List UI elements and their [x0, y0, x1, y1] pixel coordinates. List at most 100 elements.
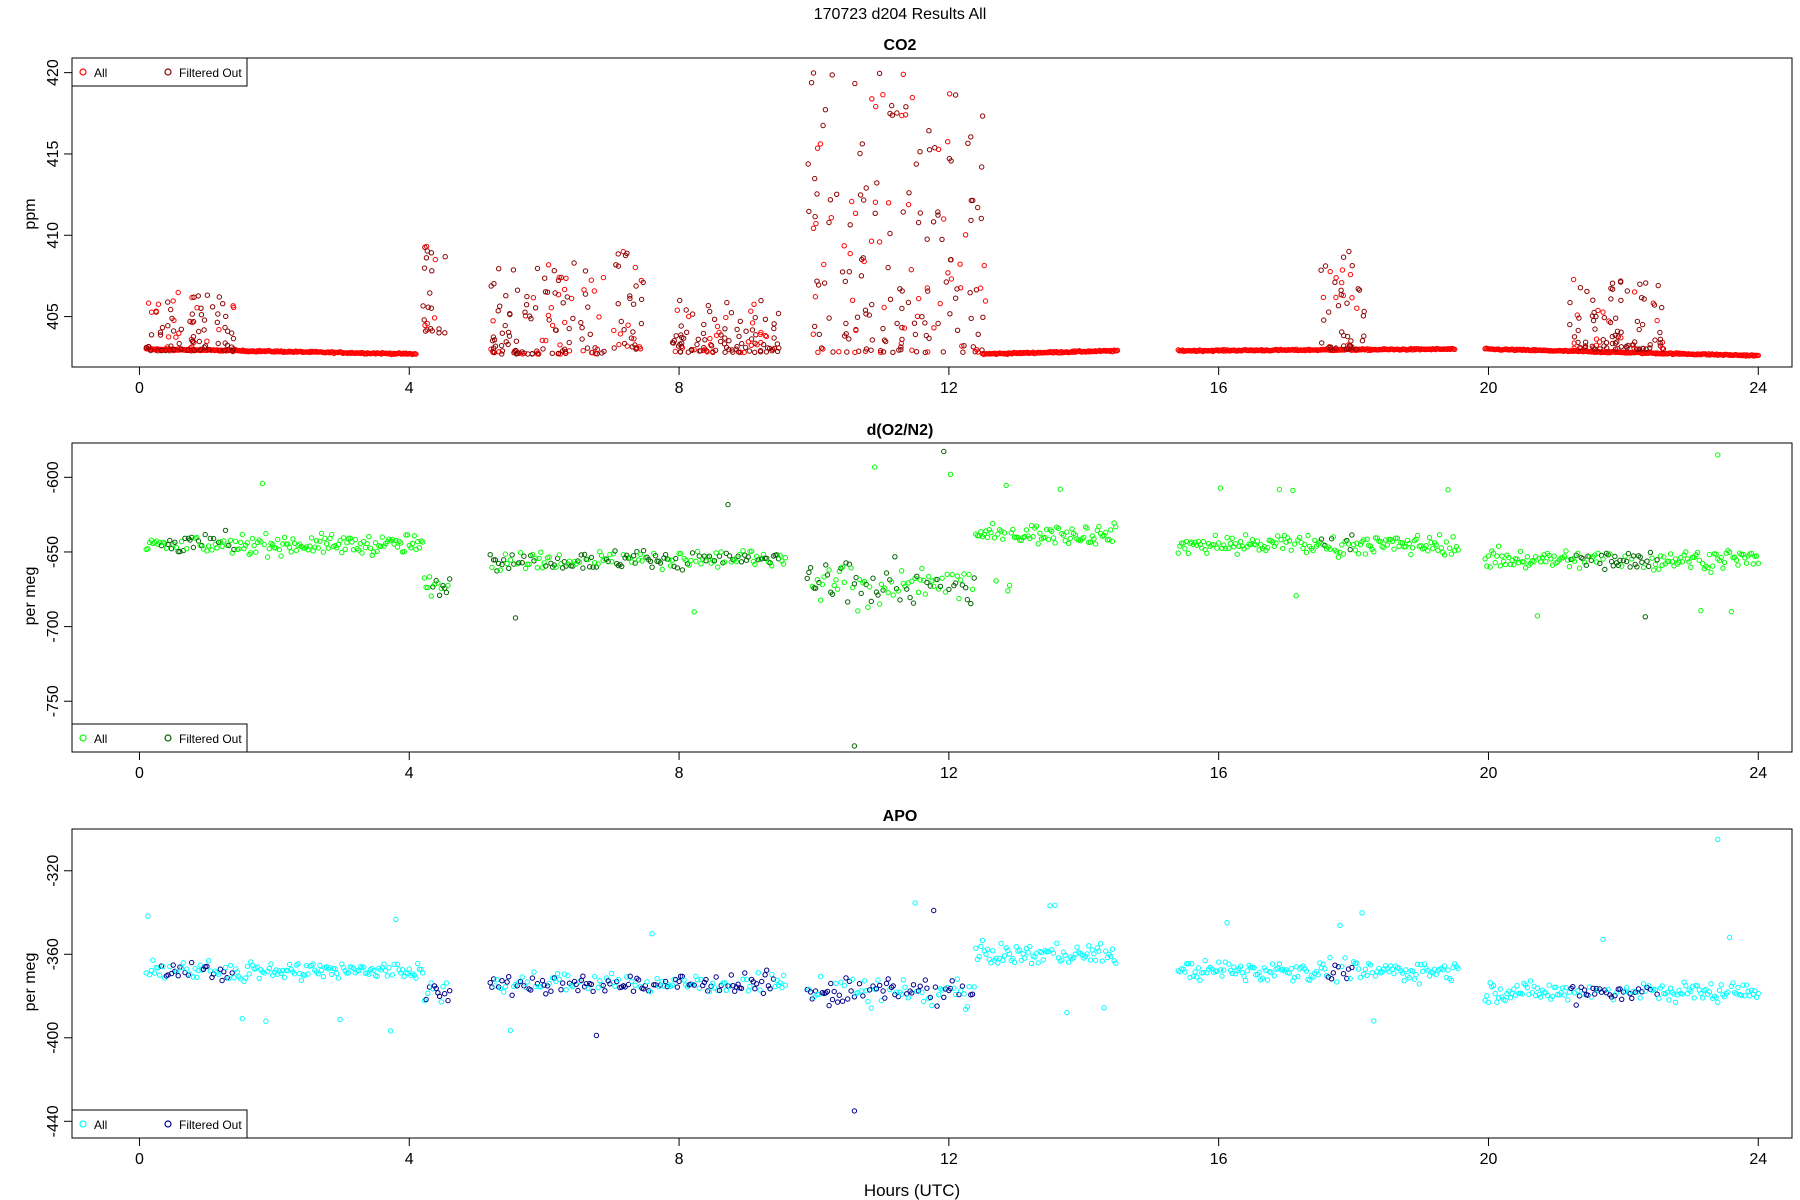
apo-point	[295, 961, 301, 967]
apo-point	[1086, 943, 1092, 949]
apo-point	[1492, 990, 1498, 997]
o2n2-filtered-point	[222, 527, 229, 534]
co2-filtered-point	[555, 277, 562, 283]
o2n2-point	[1045, 536, 1052, 543]
co2-filtered-point	[546, 317, 552, 323]
apo-point	[1534, 985, 1541, 991]
apo-point	[1091, 951, 1097, 957]
apo-point	[1683, 983, 1689, 989]
co2-filtered-point	[196, 328, 202, 335]
co2-point	[549, 322, 556, 329]
co2-point	[981, 262, 987, 269]
o2n2-point	[1487, 564, 1493, 570]
co2-filtered-point	[846, 269, 852, 275]
o2n2-point	[1021, 533, 1028, 540]
apo-point	[1052, 902, 1058, 908]
co2-filtered-point	[196, 338, 203, 345]
o2n2-point	[349, 539, 355, 545]
o2n2-filtered-point	[711, 558, 718, 564]
apo-point	[774, 977, 780, 983]
apo-point	[1409, 968, 1416, 974]
o2n2-point	[1755, 560, 1762, 566]
o2n2-point	[1330, 534, 1337, 540]
co2-filtered-point	[191, 294, 197, 300]
co2-filtered-point	[861, 197, 867, 203]
o2n2-point	[1113, 524, 1119, 530]
co2-point	[1600, 309, 1606, 315]
apo-filtered-point	[593, 1032, 600, 1039]
apo-point	[1195, 965, 1202, 971]
co2-filtered-point	[540, 346, 546, 352]
o2n2-filtered-point	[619, 563, 625, 570]
co2-filtered-point	[1582, 343, 1589, 349]
co2-filtered-point	[615, 251, 621, 257]
co2-legend-all-label: All	[94, 66, 107, 80]
apo-filtered-point	[1570, 984, 1576, 990]
co2-point	[424, 327, 430, 333]
apo-point	[1414, 961, 1421, 967]
co2-filtered-point	[854, 314, 861, 320]
o2n2-point	[737, 551, 743, 558]
o2n2-filtered-point	[580, 565, 586, 571]
apo-legend-all-marker	[79, 1120, 87, 1128]
apo-point	[615, 976, 622, 983]
apo-point	[995, 960, 1001, 966]
co2-filtered-point	[1322, 263, 1329, 269]
apo-point	[777, 980, 783, 986]
apo-point	[1441, 963, 1448, 969]
apo-point	[285, 968, 291, 974]
o2n2-point	[1185, 550, 1192, 556]
apo-filtered-point	[1639, 989, 1645, 995]
o2n2-filtered-point	[701, 553, 708, 559]
co2-point	[1345, 342, 1351, 348]
apo-filtered-point	[730, 983, 736, 989]
co2-filtered-point	[1576, 315, 1582, 321]
o2n2-filtered-point	[823, 562, 829, 568]
o2n2-point	[420, 539, 426, 545]
apo-filtered-point	[175, 973, 181, 979]
o2n2-point	[227, 537, 234, 543]
co2-point	[937, 300, 943, 307]
co2-point	[1354, 305, 1360, 311]
o2n2-filtered-point	[829, 591, 836, 597]
co2-filtered-point	[191, 347, 198, 354]
apo-point	[332, 966, 338, 972]
co2-point	[900, 71, 906, 78]
co2-point	[490, 318, 496, 324]
co2-point	[909, 347, 915, 353]
figure-suptitle: 170723 d204 Results All	[814, 6, 987, 23]
o2n2-point	[841, 579, 847, 585]
co2-point	[611, 327, 617, 334]
apo-point	[239, 1015, 246, 1022]
apo-point	[1519, 991, 1525, 997]
o2n2-point	[401, 548, 407, 555]
apo-point	[425, 990, 431, 996]
apo-filtered-point	[588, 981, 595, 988]
apo-point	[1511, 986, 1517, 992]
co2-filtered-point	[1657, 340, 1663, 346]
co2-filtered-point	[939, 236, 945, 243]
apo-point	[1666, 997, 1672, 1003]
apo-point	[1315, 972, 1321, 978]
o2n2-point	[1667, 551, 1674, 557]
o2n2-point	[1738, 551, 1745, 558]
o2n2-point	[1212, 532, 1219, 538]
apo-point	[391, 961, 397, 967]
o2n2-point	[1502, 561, 1509, 568]
co2-filtered-point	[872, 210, 878, 217]
o2n2-point	[1561, 553, 1568, 559]
o2n2-point	[1506, 554, 1512, 561]
co2-point	[432, 256, 438, 263]
apo-filtered-point	[742, 970, 748, 976]
o2n2-point	[1494, 553, 1500, 559]
apo-point	[1529, 989, 1536, 996]
co2-point	[496, 349, 502, 355]
apo-point	[546, 980, 552, 987]
o2n2-point	[1563, 548, 1569, 554]
apo-point	[1362, 966, 1369, 972]
o2n2-point	[1406, 540, 1412, 547]
o2n2-point	[1214, 545, 1220, 551]
co2-filtered-point	[771, 321, 777, 327]
co2-filtered-point	[889, 102, 895, 109]
co2-filtered-point	[947, 311, 953, 317]
